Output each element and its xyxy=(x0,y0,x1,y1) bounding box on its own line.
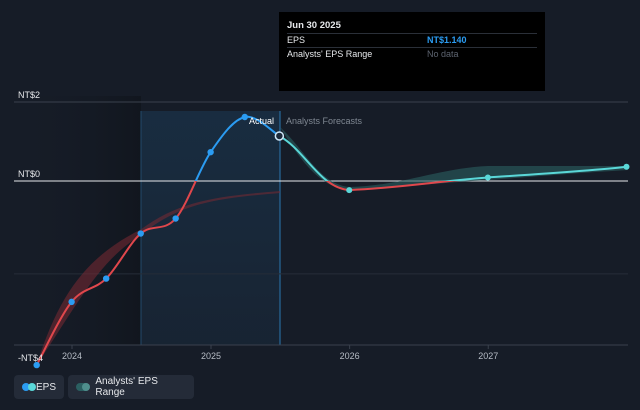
tooltip-eps-label: EPS xyxy=(287,35,306,45)
tooltip-range-row: Analysts' EPS Range No data xyxy=(287,47,537,61)
x-tick-label: 2024 xyxy=(62,351,82,361)
tooltip-eps-value: NT$1.140 xyxy=(427,35,467,45)
eps-point xyxy=(172,215,179,222)
eps-point xyxy=(33,361,40,369)
eps-legend-icon xyxy=(22,383,36,391)
y-tick-label: NT$2 xyxy=(18,90,40,100)
forecast-line-negative xyxy=(325,181,460,192)
forecast-line-positive xyxy=(278,135,627,181)
y-tick-label: -NT$4 xyxy=(18,353,43,363)
actual-label: Actual xyxy=(249,116,274,126)
actual-highlight xyxy=(141,111,280,345)
eps-point xyxy=(102,275,110,282)
x-tick-label: 2025 xyxy=(201,351,221,361)
forecast-point xyxy=(623,163,630,170)
tooltip-date: Jun 30 2025 xyxy=(287,20,341,31)
x-tick-label: 2027 xyxy=(478,351,498,361)
forecast-point xyxy=(346,187,353,194)
history-range-band xyxy=(36,191,280,366)
eps-point xyxy=(207,148,214,156)
tooltip-eps-row: EPS NT$1.140 xyxy=(287,33,537,47)
tooltip-range-value: No data xyxy=(427,49,459,59)
tooltip-range-label: Analysts' EPS Range xyxy=(287,49,373,59)
eps-line-positive xyxy=(194,115,280,181)
tooltip: Jun 30 2025 EPS NT$1.140 Analysts' EPS R… xyxy=(279,12,545,91)
eps-point-current xyxy=(274,131,285,141)
range-legend-icon xyxy=(76,383,91,391)
x-tick-label: 2026 xyxy=(340,351,360,361)
legend-eps[interactable]: EPS xyxy=(14,375,64,399)
legend-range[interactable]: Analysts' EPS Range xyxy=(68,375,194,399)
past-shade xyxy=(14,96,141,345)
legend-range-label: Analysts' EPS Range xyxy=(95,376,158,398)
eps-point xyxy=(241,113,249,121)
eps-point xyxy=(68,298,75,306)
forecast-point xyxy=(484,174,491,181)
y-tick-label: NT$0 xyxy=(18,169,40,179)
forecast-label: Analysts Forecasts xyxy=(286,116,363,126)
eps-point xyxy=(137,230,144,237)
legend-eps-label: EPS xyxy=(35,381,56,393)
